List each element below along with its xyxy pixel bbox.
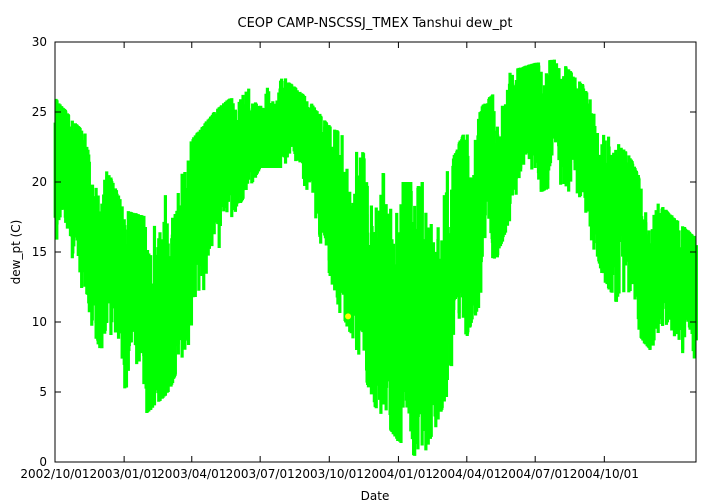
x-tick-label: 2004/10/01 [570,467,639,481]
y-tick-label: 20 [32,175,47,189]
flagged-data-point [345,313,352,320]
y-axis: 0 5 10 15 20 25 30 [32,35,696,469]
data-points [53,59,699,456]
x-tick-label: 2004/04/01 [432,467,501,481]
y-tick-label: 5 [39,385,47,399]
x-tick-label: 2003/01/01 [90,467,159,481]
x-axis-label: Date [361,489,390,503]
x-tick-label: 2003/04/01 [157,467,226,481]
x-tick-label: 2003/07/01 [226,467,295,481]
y-axis-label: dew_pt (C) [9,220,23,285]
chart-title: CEOP CAMP-NSCSSJ_TMEX Tanshui dew_pt [238,16,513,31]
x-tick-label: 2003/10/01 [295,467,364,481]
y-tick-label: 0 [39,455,47,469]
y-tick-label: 15 [32,245,47,259]
x-tick-label: 2004/01/01 [364,467,433,481]
y-tick-label: 30 [32,35,47,49]
y-tick-label: 25 [32,105,47,119]
x-tick-label: 2004/07/01 [501,467,570,481]
y-tick-label: 10 [32,315,47,329]
x-tick-label: 2002/10/01 [20,467,89,481]
